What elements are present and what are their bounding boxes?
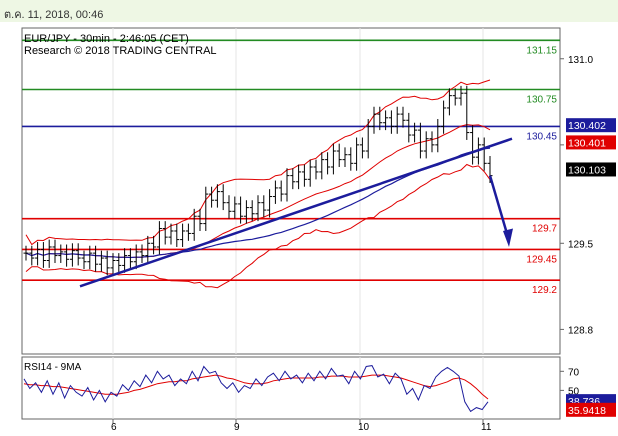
title-bar: ต.ค. 11, 2018, 00:46 [0,0,618,22]
level-label: 129.7 [532,224,557,235]
x-tick-label: 10 [358,422,370,433]
lower-bollinger-band [25,163,491,289]
projection-arrow [488,175,510,238]
price-tag-label: 130.103 [568,164,606,176]
y-tick-label: 129.5 [568,239,593,250]
level-label: 129.45 [526,254,557,265]
upper-bollinger-band [25,79,491,246]
level-label: 130.75 [526,95,557,106]
price-panel [21,27,561,355]
rsi-tag-label: 35.9418 [568,405,606,417]
level-label: 129.2 [532,285,557,296]
price-tag [566,118,616,133]
rsi-tag [566,402,616,417]
price-tag-label: 130.402 [568,120,606,132]
rsi-tick-label: 50 [568,386,580,397]
y-tick-label: 131.0 [568,55,593,66]
projection-arrowhead [503,228,513,247]
rsi-tick-label: 70 [568,367,580,378]
x-tick-label: 6 [111,422,117,433]
x-tick-label: 9 [234,422,240,433]
x-tick-label: 11 [481,422,492,433]
price-tag [566,162,616,177]
rsi-label: RSI14 - 9MA [24,362,82,373]
level-label: 131.15 [526,45,557,56]
trend-line [79,137,513,288]
chart-subtitle: Research © 2018 TRADING CENTRAL [24,45,217,57]
price-tag [566,135,616,150]
rsi-panel [21,356,561,420]
rsi-line [23,365,489,413]
level-label: 130.45 [526,131,557,142]
chart-title: EUR/JPY - 30min - 2:46:05 (CET) [24,33,189,45]
y-tick-label: 128.8 [568,325,593,336]
chart-datetime: ต.ค. 11, 2018, 00:46 [4,9,104,21]
price-tag-label: 130.401 [568,137,606,149]
